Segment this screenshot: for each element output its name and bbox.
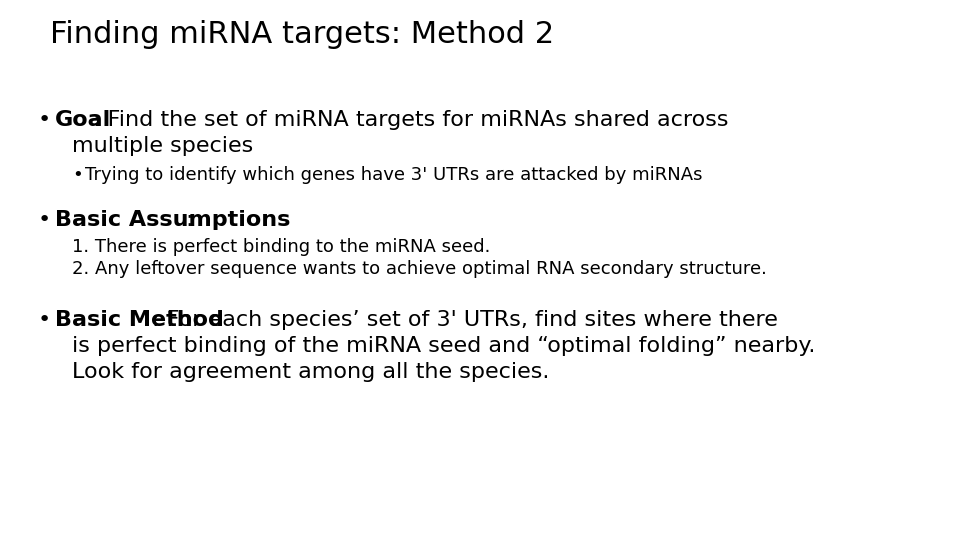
Text: multiple species: multiple species	[72, 136, 253, 156]
Text: Trying to identify which genes have 3' UTRs are attacked by miRNAs: Trying to identify which genes have 3' U…	[85, 166, 703, 184]
Text: : For each species’ set of 3' UTRs, find sites where there: : For each species’ set of 3' UTRs, find…	[152, 310, 778, 330]
Text: Goal: Goal	[55, 110, 111, 130]
Text: •: •	[38, 210, 51, 230]
Text: 2. Any leftover sequence wants to achieve optimal RNA secondary structure.: 2. Any leftover sequence wants to achiev…	[72, 260, 767, 278]
Text: : Find the set of miRNA targets for miRNAs shared across: : Find the set of miRNA targets for miRN…	[93, 110, 729, 130]
Text: Basic Method: Basic Method	[55, 310, 224, 330]
Text: •: •	[38, 110, 51, 130]
Text: Look for agreement among all the species.: Look for agreement among all the species…	[72, 362, 549, 382]
Text: Finding miRNA targets: Method 2: Finding miRNA targets: Method 2	[50, 20, 554, 49]
Text: •: •	[72, 166, 83, 184]
Text: 1. There is perfect binding to the miRNA seed.: 1. There is perfect binding to the miRNA…	[72, 238, 491, 256]
Text: is perfect binding of the miRNA seed and “optimal folding” nearby.: is perfect binding of the miRNA seed and…	[72, 336, 815, 356]
Text: •: •	[38, 310, 51, 330]
Text: :: :	[185, 210, 193, 230]
Text: Basic Assumptions: Basic Assumptions	[55, 210, 290, 230]
